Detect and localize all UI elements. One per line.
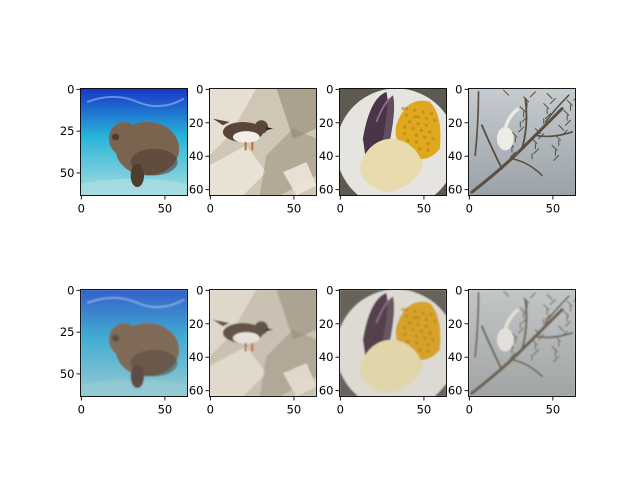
y-tick-label: 0	[326, 82, 333, 96]
subplot-2-2: 0 50 0 20 40 60	[189, 283, 317, 416]
y-tick-label: 0	[326, 283, 333, 297]
y-tick-label: 20	[189, 317, 204, 331]
y-tick-label: 50	[60, 166, 75, 180]
y-tick-label: 50	[60, 367, 75, 381]
y-tick-label: 60	[448, 183, 463, 197]
y-tick-label: 20	[189, 116, 204, 130]
y-tick-label: 0	[196, 82, 203, 96]
image-dry-tree-branches	[469, 290, 579, 397]
y-tick-label: 40	[448, 149, 463, 163]
x-tick-label: 0	[466, 403, 473, 417]
y-tick-label: 0	[67, 283, 74, 297]
subplot-1-1: 0 50 0 25 50	[60, 82, 201, 215]
image-shorebird-on-rocks	[210, 290, 317, 397]
y-tick-label: 40	[448, 350, 463, 364]
y-tick-label: 60	[319, 384, 334, 398]
x-tick-label: 0	[337, 403, 344, 417]
x-tick-label: 0	[207, 202, 214, 216]
x-tick-label: 50	[158, 403, 173, 417]
y-tick-label: 0	[196, 283, 203, 297]
y-tick-label: 60	[319, 183, 334, 197]
y-tick-label: 0	[455, 283, 462, 297]
y-tick-label: 60	[448, 384, 463, 398]
x-tick-label: 50	[417, 202, 432, 216]
x-tick-label: 0	[466, 202, 473, 216]
subplot-2-1: 0 50 0 25 50	[60, 283, 201, 416]
y-tick-label: 0	[67, 82, 74, 96]
x-tick-label: 0	[78, 202, 85, 216]
x-tick-label: 50	[546, 202, 561, 216]
y-tick-label: 40	[189, 350, 204, 364]
y-tick-label: 20	[319, 116, 334, 130]
y-tick-label: 40	[319, 350, 334, 364]
image-plate-with-food	[336, 290, 456, 410]
image-manatee-underwater	[67, 89, 201, 206]
y-tick-label: 20	[448, 317, 463, 331]
y-tick-label: 40	[189, 149, 204, 163]
y-tick-label: 60	[189, 384, 204, 398]
y-tick-label: 0	[455, 82, 462, 96]
image-dry-tree-branches	[469, 89, 579, 196]
subplot-1-4: 0 50 0 20 40 60	[448, 82, 579, 215]
subplot-1-2: 0 50 0 20 40 60	[189, 82, 317, 215]
y-tick-label: 25	[60, 124, 75, 138]
y-tick-label: 20	[319, 317, 334, 331]
x-tick-label: 50	[287, 202, 302, 216]
x-tick-label: 0	[78, 403, 85, 417]
subplot-2-3: 0 50 0 20 40 60	[319, 283, 457, 416]
y-tick-label: 40	[319, 149, 334, 163]
y-tick-label: 25	[60, 325, 75, 339]
x-tick-label: 0	[337, 202, 344, 216]
subplot-1-3: 0 50 0 20 40 60	[319, 82, 457, 215]
image-manatee-underwater	[67, 290, 201, 407]
y-tick-label: 60	[189, 183, 204, 197]
x-tick-label: 50	[417, 403, 432, 417]
image-plate-with-food	[336, 89, 456, 209]
x-tick-label: 50	[287, 403, 302, 417]
y-tick-label: 20	[448, 116, 463, 130]
x-tick-label: 50	[546, 403, 561, 417]
image-shorebird-on-rocks	[210, 89, 317, 196]
x-tick-label: 50	[158, 202, 173, 216]
subplot-2-4: 0 50 0 20 40 60	[448, 283, 579, 416]
x-tick-label: 0	[207, 403, 214, 417]
